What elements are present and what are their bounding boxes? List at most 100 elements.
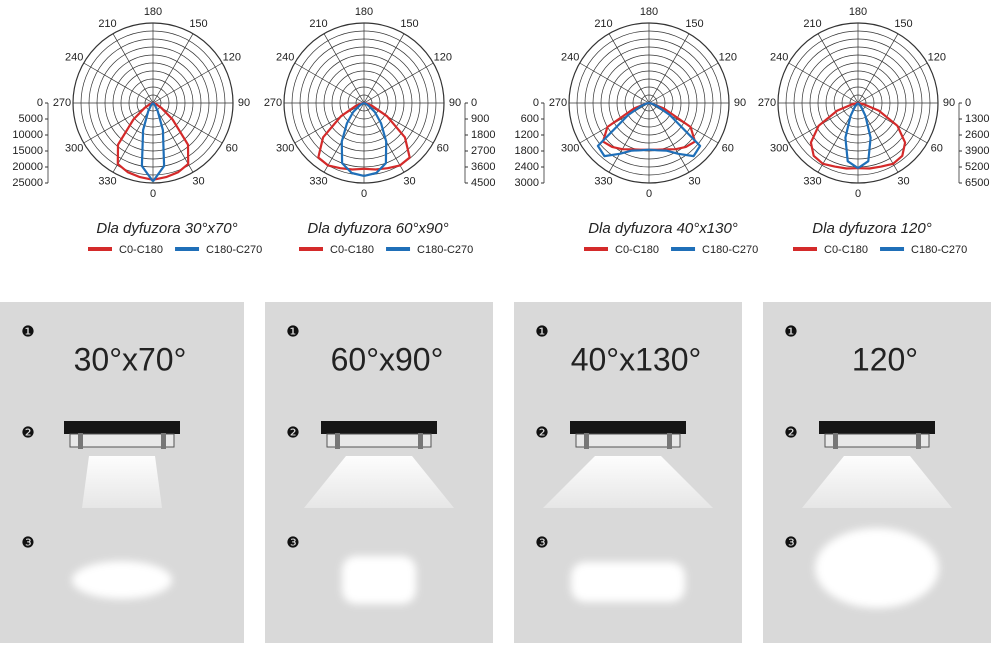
legend-label: C180-C270 [702,244,758,256]
r-tick-label: 1800 [515,145,539,157]
angle-label: 120 [434,51,452,63]
step-marker: ❸ [535,534,548,552]
polar-chart: 1801501209060300330300270240210060012001… [515,6,747,200]
r-tick-label: 4500 [471,177,495,189]
spoke [112,33,154,104]
angle-label: 90 [449,97,461,109]
angle-label: 60 [226,142,238,154]
angle-label: 300 [65,142,83,154]
spoke [83,62,154,104]
fixture-clip [418,433,423,449]
angle-label: 120 [223,51,241,63]
r-tick-label: 10000 [12,129,43,141]
step-marker: ❸ [286,534,299,552]
spoke [294,62,365,104]
angle-label: 60 [437,142,449,154]
intensity-curve [844,102,859,170]
fixture-body [819,421,935,434]
angle-label: 240 [770,51,788,63]
angle-label: 60 [931,142,943,154]
angle-label: 30 [897,176,909,188]
angle-label: 330 [309,176,327,188]
light-spot [815,528,939,608]
angle-label: 180 [849,6,867,18]
angle-label: 300 [561,142,579,154]
spoke [152,62,223,104]
angle-label: 90 [734,97,746,109]
angle-label: 150 [189,18,207,30]
r-tick-label: 5000 [19,113,43,125]
beam-label: 30°x70° [74,341,187,377]
angle-label: 330 [98,176,116,188]
intensity-curve [340,101,365,177]
legend-label: C180-C270 [911,244,967,256]
polar-chart: 1801501209060300330300270240210013002600… [758,6,990,200]
angle-label: 240 [276,51,294,63]
r-tick-label: 0 [37,97,43,109]
diffuser-title: Dla dyfuzora 40°x130° [588,220,738,237]
spoke [608,33,650,104]
step-marker: ❸ [784,534,797,552]
legend-label: C0-C180 [119,244,163,256]
angle-label: 270 [264,97,282,109]
r-tick-label: 5200 [965,161,989,173]
angle-label: 270 [549,97,567,109]
r-tick-label: 1200 [515,129,539,141]
step-marker: ❶ [286,323,299,341]
intensity-curve [152,102,166,183]
spoke [363,33,405,104]
step-marker: ❶ [784,323,797,341]
r-tick-label: 0 [533,97,539,109]
r-tick-label: 900 [471,113,489,125]
intensity-curve [596,101,650,158]
legend-swatch [880,247,905,251]
angle-label: 240 [561,51,579,63]
angle-label: 300 [276,142,294,154]
spoke [857,62,928,104]
fixture-clip [584,433,589,449]
angle-label: 180 [640,6,658,18]
beam-card: ❶ ❷ ❸ 40°x130° [514,302,742,643]
fixture-clip [916,433,921,449]
fixture-rail [69,433,175,448]
fixture-body [321,421,437,434]
legend-swatch [299,247,323,251]
angle-label: 210 [98,18,116,30]
beam-label: 60°x90° [331,341,444,377]
angle-label: 0 [150,188,156,200]
spoke [817,33,859,104]
legend-swatch [88,247,112,251]
spoke [152,33,194,104]
angle-label: 60 [722,142,734,154]
light-spot [72,561,172,599]
spoke [608,102,650,173]
legend-swatch [584,247,608,251]
legend-swatch [793,247,817,251]
spoke [363,62,434,104]
r-tick-label: 3900 [965,145,989,157]
angle-label: 150 [685,18,703,30]
angle-label: 240 [65,51,83,63]
r-tick-label: 0 [965,97,971,109]
angle-label: 0 [361,188,367,200]
intensity-curve [363,101,388,177]
angle-label: 210 [803,18,821,30]
diffuser-title: Dla dyfuzora 120° [812,220,931,237]
beam-card: ❶ ❷ ❸ 30°x70° [0,302,244,643]
r-tick-label: 20000 [12,161,43,173]
step-marker: ❶ [21,323,34,341]
beam-label: 40°x130° [571,341,702,377]
angle-label: 90 [238,97,250,109]
angle-label: 270 [758,97,776,109]
legend-swatch [386,247,411,251]
fixture-clip [335,433,340,449]
r-tick-label: 6500 [965,177,989,189]
beam-card: ❶ ❷ ❸ 120° [763,302,991,643]
spoke [579,62,650,104]
legend-swatch [671,247,696,251]
angle-label: 210 [594,18,612,30]
angle-label: 120 [928,51,946,63]
r-tick-label: 2700 [471,145,495,157]
intensity-curve [857,102,872,170]
spoke [788,62,859,104]
